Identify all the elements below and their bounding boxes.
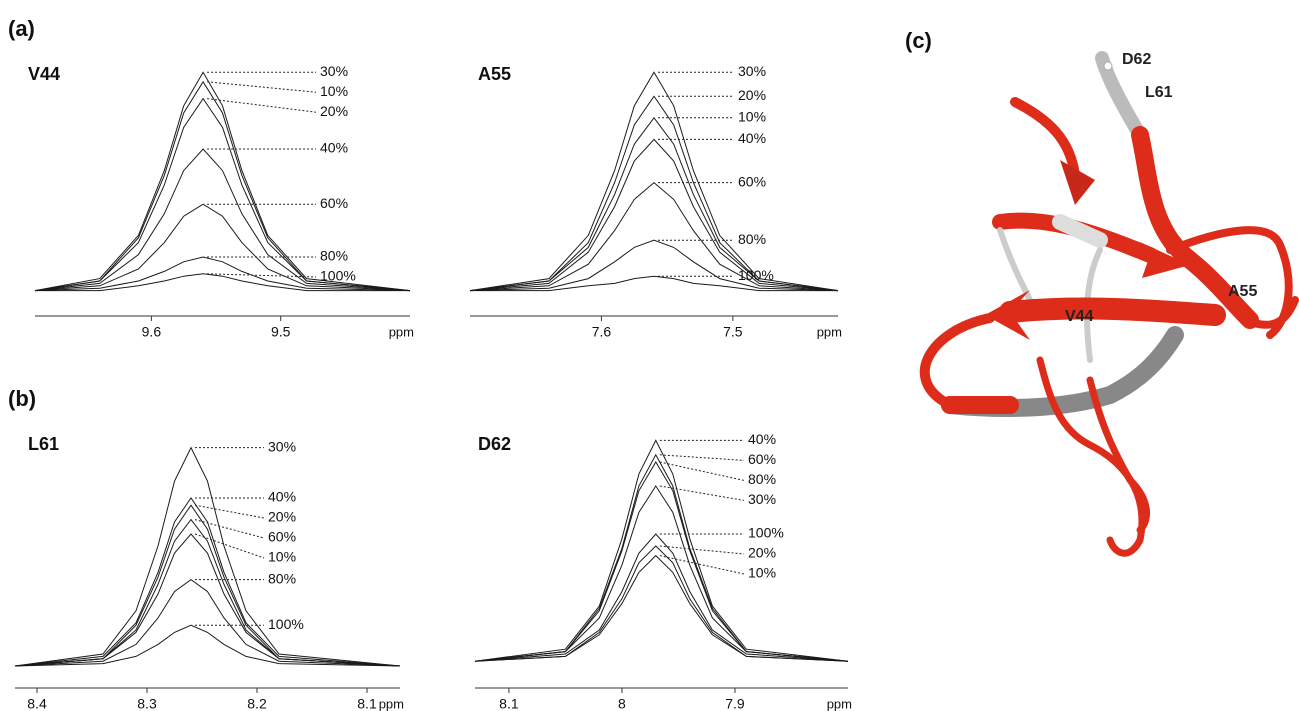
spectrum-line (35, 273, 410, 292)
series-label: 20% (268, 509, 296, 525)
spectrum-line (474, 545, 849, 662)
residue-label: L61 (1145, 84, 1173, 101)
series-label: 20% (738, 87, 766, 103)
series-label: 60% (738, 173, 766, 189)
series-label: 10% (268, 549, 296, 565)
chart-title: D62 (478, 434, 511, 454)
series-label: 100% (748, 525, 784, 541)
series-label: 30% (748, 491, 776, 507)
series-label: 100% (738, 267, 774, 283)
series-label: 80% (748, 471, 776, 487)
x-axis-label: ppm (827, 696, 852, 711)
spectrum-line (469, 239, 839, 292)
panel-label: (c) (905, 28, 932, 53)
x-tick-label: 9.5 (271, 324, 291, 340)
spectrum-line (474, 453, 849, 662)
x-axis-label: ppm (817, 324, 842, 339)
leader-line (194, 533, 265, 559)
series-label: 30% (268, 438, 296, 454)
series-label: 40% (320, 140, 348, 156)
series-label: 20% (748, 545, 776, 561)
spectrum-line (474, 554, 849, 662)
spectrum-line (14, 497, 401, 667)
series-label: 100% (268, 616, 304, 632)
residue-label: D62 (1122, 51, 1151, 68)
leader-line (194, 519, 265, 539)
spectrum-line (469, 138, 839, 292)
spectrum-line (34, 71, 411, 292)
x-tick-label: 8 (618, 696, 626, 711)
leader-line (659, 555, 745, 575)
x-axis-label: ppm (379, 696, 404, 711)
spectrum-line (469, 71, 839, 292)
series-label: 40% (268, 489, 296, 505)
spectrum-line (474, 533, 849, 662)
spectrum-line (474, 439, 849, 662)
leader-line (194, 504, 265, 519)
x-tick-label: 8.2 (247, 696, 267, 711)
spectrum-line (14, 533, 401, 667)
series-label: 60% (268, 529, 296, 545)
x-tick-label: 9.6 (142, 324, 162, 340)
series-label: 80% (320, 248, 348, 264)
spectrum-line (34, 97, 411, 292)
x-tick-label: 8.1 (357, 696, 377, 711)
spectrum-line (34, 80, 411, 292)
x-tick-label: 7.9 (725, 696, 745, 711)
x-tick-label: 8.3 (137, 696, 157, 711)
panel-label: (a) (8, 16, 35, 41)
series-label: 20% (320, 103, 348, 119)
chart-title: A55 (478, 64, 511, 84)
spectrum-line (470, 275, 838, 292)
spectrum-line (469, 95, 839, 292)
residue-label: A55 (1228, 283, 1257, 300)
spectrum-line (469, 181, 839, 292)
series-label: 40% (738, 130, 766, 146)
spectrum-line (14, 518, 401, 667)
x-tick-label: 7.5 (723, 324, 743, 340)
spectrum-line (14, 446, 401, 667)
series-label: 10% (748, 565, 776, 581)
leader-line (207, 81, 317, 93)
spectrum-line (474, 461, 849, 662)
series-label: 30% (738, 63, 766, 79)
spectrum-line (34, 148, 411, 292)
series-label: 10% (320, 83, 348, 99)
series-label: 30% (320, 63, 348, 79)
x-tick-label: 8.1 (499, 696, 519, 711)
spectrum-line (34, 256, 411, 292)
x-axis-label: ppm (389, 324, 414, 339)
series-label: 80% (738, 231, 766, 247)
x-tick-label: 8.4 (27, 696, 47, 711)
series-label: 40% (748, 431, 776, 447)
spectrum-line (14, 624, 401, 667)
leader-line (659, 485, 745, 501)
series-label: 10% (738, 109, 766, 125)
spectrum-line (34, 203, 411, 292)
spectrum-line (469, 116, 839, 292)
spectrum-line (14, 578, 401, 667)
series-label: 100% (320, 268, 356, 284)
residue-label: V44 (1065, 308, 1094, 325)
spectrum-line (14, 504, 401, 667)
series-label: 60% (320, 195, 348, 211)
leader-line (659, 461, 745, 481)
series-label: 80% (268, 570, 296, 586)
chart-title: L61 (28, 434, 59, 454)
panel-label: (b) (8, 386, 36, 411)
x-tick-label: 7.6 (592, 324, 612, 340)
chart-title: V44 (28, 64, 60, 84)
protein-ribbon (919, 51, 1299, 557)
spectrum-line (474, 485, 849, 662)
leader-line (659, 454, 745, 461)
series-label: 60% (748, 451, 776, 467)
